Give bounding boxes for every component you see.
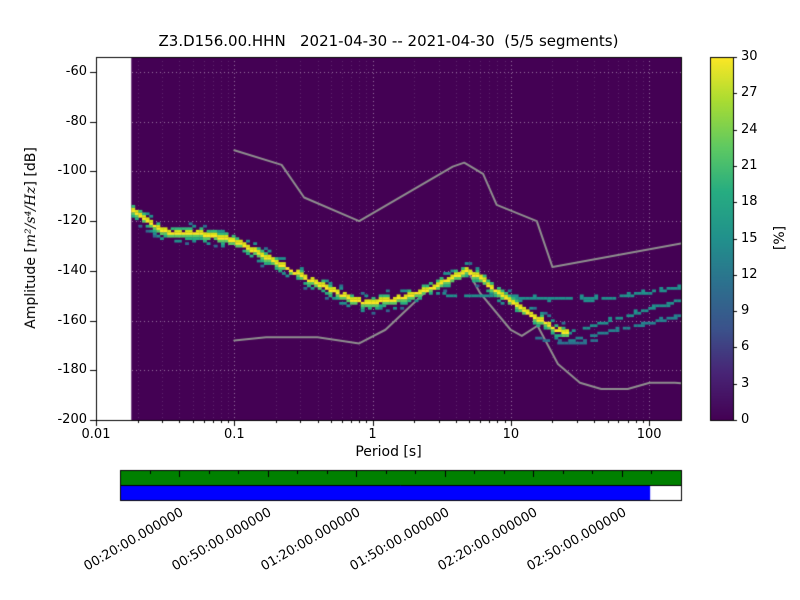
colorbar-tick-label: 30 [741,49,758,64]
y-tick-label: -120 [57,213,87,229]
timeline-time-label: 02:20:00.000000 [435,505,541,575]
colorbar-tick-label: 12 [741,266,758,282]
colorbar-tick-label: 0 [741,412,750,427]
y-tick-label: -180 [57,362,87,378]
timeline-time-label: 01:20:00.000000 [258,505,364,575]
x-tick-label: 0.1 [223,427,245,442]
timeline-time-label: 02:50:00.000000 [524,505,629,575]
colorbar-tick-label: 27 [741,85,758,101]
chart-title: Z3.D156.00.HHN 2021-04-30 -- 2021-04-30 … [158,32,619,50]
x-tick-label: 100 [636,427,662,442]
colorbar-tick-label: 3 [741,375,750,391]
colorbar-tick-label: 6 [741,339,750,355]
colorbar-tick-label: 15 [741,230,758,246]
y-tick-label: -140 [57,262,87,278]
x-axis-label: Period [s] [355,444,422,460]
y-tick-label: -100 [57,163,87,179]
x-tick-label: 10 [502,427,520,442]
colorbar-tick-label: 24 [741,121,758,137]
colorbar-tick-label: 9 [741,303,750,319]
timeline-time-label: 00:50:00.000000 [170,505,275,575]
y-tick-label: -200 [57,412,87,427]
y-tick-label: -160 [57,312,87,328]
colorbar-tick-label: 21 [741,157,758,173]
x-tick-label: 0.01 [81,427,111,442]
y-tick-label: -80 [65,113,87,129]
colorbar-tick-label: 18 [741,194,758,210]
x-tick-label: 1 [368,427,377,442]
y-tick-label: -60 [65,63,87,79]
